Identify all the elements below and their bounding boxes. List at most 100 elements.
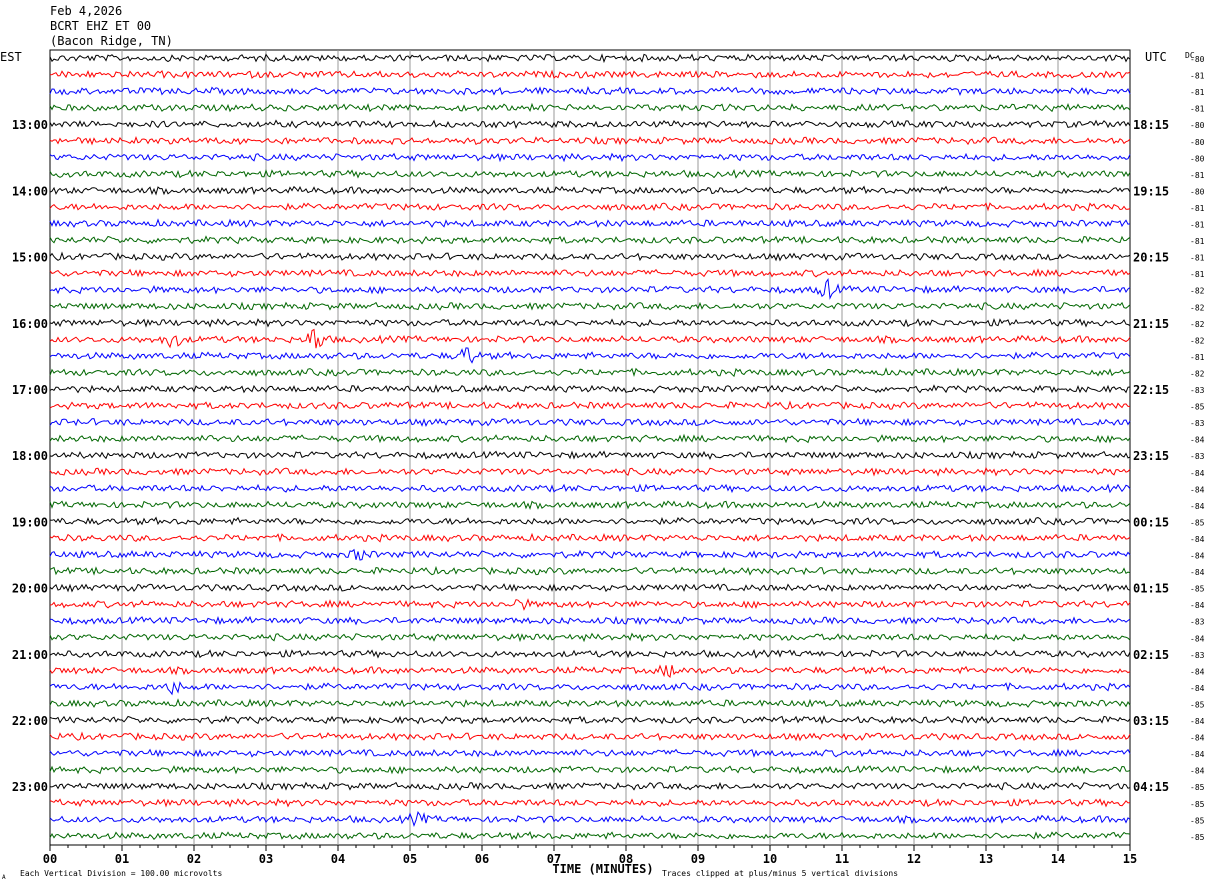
seismic-trace [49,681,1131,696]
seismic-trace [49,632,1131,643]
dc-offset-label: -84 [1190,634,1205,643]
right-hour-label: 03:15 [1133,714,1169,728]
header-station: BCRT EHZ ET 00 [50,19,152,33]
dc-offset-label: -83 [1190,452,1205,461]
right-hour-label: 00:15 [1133,515,1169,529]
header-location: (Bacon Ridge, TN) [50,34,173,48]
seismic-trace [49,781,1131,791]
dc-offset-label: -81 [1190,171,1205,180]
dc-offset-label: -81 [1190,237,1205,246]
dc-offset-label: -85 [1190,585,1205,594]
seismic-trace [49,648,1131,659]
dc-offset-label: -83 [1190,386,1205,395]
left-hour-label: 16:00 [12,317,48,331]
seismic-trace [49,384,1131,394]
dc-offset-label: -81 [1190,270,1205,279]
dc-offset-label: -80 [1190,154,1205,163]
right-hour-label: 21:15 [1133,317,1169,331]
left-hour-label: 18:00 [12,449,48,463]
dc-offset-label: -84 [1190,535,1205,544]
x-tick-label: 04 [331,852,345,866]
seismic-trace [49,731,1131,742]
x-tick-label: 14 [1051,852,1065,866]
seismic-trace [49,85,1131,97]
seismic-trace [49,152,1131,163]
right-hour-label: 23:15 [1133,449,1169,463]
x-tick-label: 13 [979,852,993,866]
right-hour-label: 04:15 [1133,780,1169,794]
left-hour-label: 20:00 [12,582,48,596]
x-tick-label: 06 [475,852,489,866]
dc-offset-label: -81 [1190,88,1205,97]
right-hour-label: 22:15 [1133,383,1169,397]
seismic-trace [49,317,1131,328]
dc-offset-label: -82 [1190,287,1205,296]
x-tick-label: 05 [403,852,417,866]
seismic-trace [49,202,1131,212]
seismic-trace [49,135,1131,146]
dc-offset-label: -81 [1190,204,1205,213]
seismic-trace [49,664,1131,678]
left-hour-label: 14:00 [12,184,48,198]
dc-offset-label: -81 [1190,353,1205,362]
dc-offset-label: -84 [1190,436,1205,445]
seismic-trace [49,347,1131,364]
right-hour-label: 02:15 [1133,648,1169,662]
seismic-trace [49,797,1131,808]
left-hour-label: 15:00 [12,251,48,265]
plot-frame [49,49,1131,846]
seismic-trace [49,102,1131,113]
seismic-trace [49,417,1131,428]
seismic-trace [49,548,1131,561]
dc-offset-label: -82 [1190,303,1205,312]
seismic-trace [49,69,1131,79]
seismic-trace [49,615,1131,626]
dc-offset-label: -81 [1190,72,1205,81]
dc-offset-label: -82 [1190,320,1205,329]
x-tick-label: 15 [1123,852,1137,866]
dc-offset-label: -85 [1190,800,1205,809]
seismic-trace [49,715,1131,725]
left-hour-label: 22:00 [12,714,48,728]
seismic-trace [49,328,1131,349]
seismic-trace [49,53,1131,64]
seismic-trace [49,450,1131,460]
dc-offset-label: -80 [1190,187,1205,196]
dc-offset-label: -85 [1190,403,1205,412]
dc-offset-label: -84 [1190,502,1205,511]
seismic-trace [49,483,1131,494]
x-axis-label: TIME (MINUTES) [552,862,653,876]
dc-offset-label: -82 [1190,369,1205,378]
seismic-trace [49,516,1131,526]
left-hour-label: 19:00 [12,515,48,529]
dc-offset-label: -84 [1190,750,1205,759]
x-tick-label: 12 [907,852,921,866]
seismic-trace [49,748,1131,758]
x-tick-label: 11 [835,852,849,866]
seismic-trace [49,251,1131,262]
seismic-trace [49,119,1131,129]
dc-offset-label: -85 [1190,783,1205,792]
dc-offset-label: -82 [1190,336,1205,345]
dc-offset-label: -85 [1190,833,1205,842]
right-hour-label: 19:15 [1133,184,1169,198]
seismic-trace [49,278,1131,300]
seismic-trace [49,400,1130,411]
dc-offset-label: -85 [1190,816,1205,825]
x-tick-label: 03 [259,852,273,866]
x-tick-label: 01 [115,852,129,866]
seismic-trace [49,583,1131,593]
seismic-trace [49,301,1131,311]
seismic-trace [49,500,1131,511]
dc-header-label: DC [1185,51,1195,60]
dc-offset-label: -81 [1190,221,1205,230]
seismic-trace [49,268,1131,278]
seismic-trace [49,698,1131,708]
dc-offset-label: -80 [1190,138,1205,147]
seismic-trace [49,185,1131,196]
dc-offset-label: -84 [1190,734,1205,743]
seismic-trace [49,764,1131,775]
x-tick-label: 08 [619,852,633,866]
dc-offset-label: -84 [1190,552,1205,561]
x-tick-label: 00 [43,852,57,866]
